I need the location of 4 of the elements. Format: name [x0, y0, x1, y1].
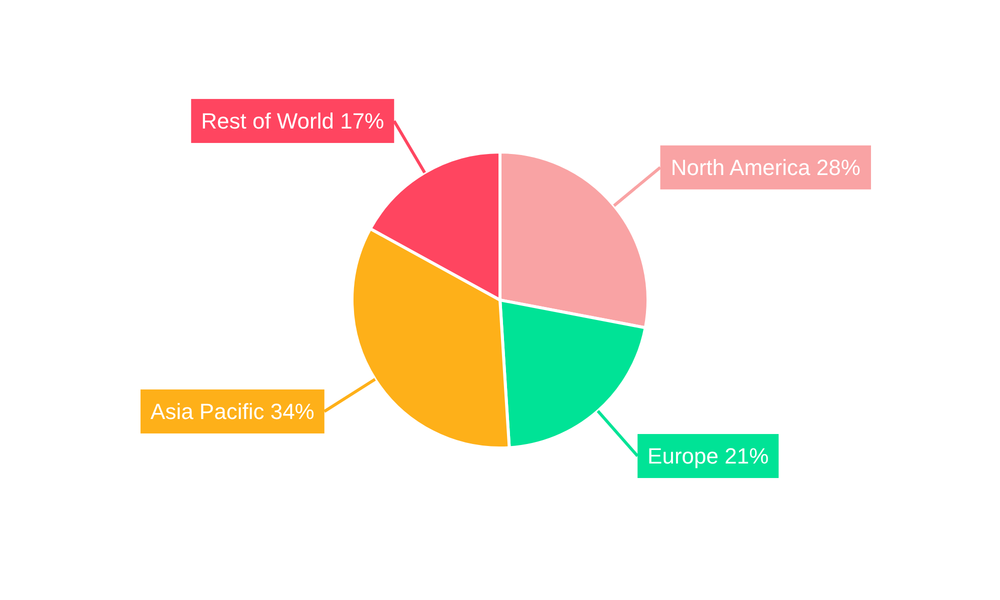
- slice-label: Europe 21%: [648, 444, 769, 469]
- slice-label: Asia Pacific 34%: [150, 398, 314, 424]
- slice-label: Rest of World 17%: [201, 108, 384, 134]
- slice-label: North America 28%: [670, 154, 860, 180]
